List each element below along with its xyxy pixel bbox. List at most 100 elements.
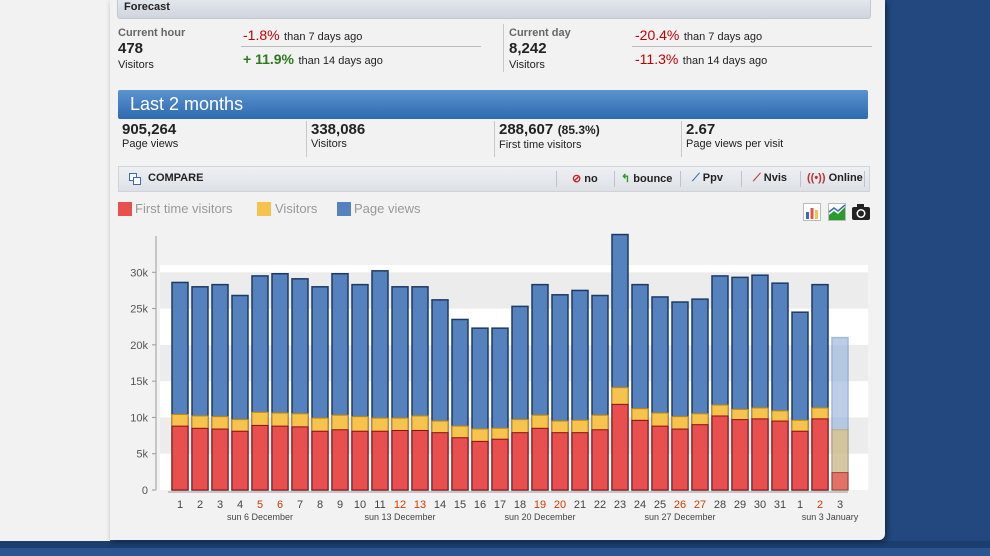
y-tick-label: 20k (130, 340, 148, 352)
legend-first-time[interactable]: First time visitors (135, 201, 233, 216)
legend-page-views[interactable]: Page views (354, 201, 421, 216)
online-label: Online (828, 172, 863, 184)
x-tick-label: 1 (177, 499, 183, 511)
current-hour-unit: Visitors (118, 59, 154, 71)
x-tick-label: 18 (514, 499, 526, 511)
first-time-bar (711, 415, 729, 491)
ppv-icon: ⟋ (692, 172, 700, 184)
x-tick-label: 21 (574, 499, 586, 511)
x-tick-label: 31 (774, 499, 786, 511)
first-time-bar (531, 427, 549, 491)
hour-pct-7: -1.8% (243, 27, 280, 43)
stat-visitors: 338,086 Visitors (311, 121, 365, 157)
first-time-bar (271, 425, 289, 491)
camera-icon[interactable] (851, 203, 871, 221)
no-button[interactable]: ⊘ no (572, 172, 598, 185)
week-label: sun 3 January (802, 512, 859, 522)
first-time-bar (751, 418, 769, 491)
hour-compare-14: + 11.9% than 14 days ago (243, 51, 383, 69)
day-text-7: than 7 days ago (683, 31, 763, 43)
first-time-bar (671, 428, 689, 491)
bounce-button[interactable]: ↰ bounce (621, 172, 672, 185)
x-tick-label: 22 (594, 499, 606, 511)
toolbar-sep (800, 171, 801, 187)
first-time-bar (831, 472, 849, 491)
day-text-14: than 14 days ago (682, 55, 768, 67)
left-sidebar (0, 0, 110, 556)
bounce-label: bounce (633, 173, 673, 185)
x-tick-label: 25 (654, 499, 666, 511)
first-time-bar (571, 432, 589, 491)
y-tick-label: 25k (130, 304, 148, 316)
hour-divider (241, 46, 481, 47)
first-time-bar (391, 429, 409, 491)
stats-panel: Forecast Current hour 478 Visitors -1.8%… (110, 0, 885, 540)
legend-swatch-visitors (257, 202, 271, 216)
first-time-bar (311, 430, 329, 491)
stat-extra: (85.3%) (557, 123, 600, 137)
bounce-icon: ↰ (621, 173, 631, 185)
first-time-bar (291, 426, 309, 491)
first-time-bar (731, 419, 749, 491)
y-tick-label: 5k (136, 449, 148, 461)
stat-value: 288,607 (499, 121, 554, 138)
x-tick-label: 19 (534, 499, 546, 511)
first-time-bar (611, 403, 629, 491)
first-time-bar (331, 429, 349, 491)
day-compare-7: -20.4% than 7 days ago (635, 27, 762, 45)
first-time-bar (231, 430, 249, 491)
x-tick-label: 3 (217, 499, 223, 511)
x-tick-label: 2 (817, 499, 823, 511)
period-banner: Last 2 months (118, 90, 868, 119)
current-hour-label: Current hour (118, 27, 186, 39)
first-time-bar (431, 432, 449, 491)
x-tick-label: 20 (554, 499, 566, 511)
stat-value: 338,086 (311, 121, 366, 138)
x-tick-label: 10 (354, 499, 366, 511)
x-tick-label: 28 (714, 499, 726, 511)
stat-first-time: 288,607 (85.3%) First time visitors (499, 121, 600, 157)
stat-page-views: 905,264 Page views (122, 121, 178, 157)
first-time-bar (491, 438, 509, 491)
x-tick-label: 11 (374, 499, 385, 511)
compare-toolbar: COMPARE ⊘ no ↰ bounce ⟋ Ppv ⟋ Nvis ((•))… (118, 166, 870, 192)
x-tick-label: 7 (297, 499, 303, 511)
legend-visitors[interactable]: Visitors (275, 201, 318, 216)
x-tick-label: 27 (694, 499, 706, 511)
legend-swatch-page-views (337, 202, 351, 216)
stat-value: 2.67 (686, 121, 716, 138)
first-time-bar (511, 432, 529, 491)
nvis-button[interactable]: ⟋ Nvis (753, 172, 787, 185)
compare-icon (129, 173, 141, 185)
stat-separator (494, 121, 495, 157)
toolbar-sep (864, 171, 865, 187)
first-time-bar (651, 425, 669, 491)
x-tick-label: 5 (257, 499, 263, 511)
x-tick-label: 26 (674, 499, 686, 511)
current-day-value: 8,242 (509, 40, 547, 57)
line-chart-icon[interactable] (828, 203, 846, 221)
day-compare-14: -11.3% than 14 days ago (635, 51, 767, 69)
first-time-bar (251, 424, 269, 491)
forecast-title: Forecast (124, 1, 170, 13)
online-button[interactable]: ((•)) Online (807, 172, 863, 184)
x-tick-label: 2 (197, 499, 203, 511)
x-tick-label: 9 (337, 499, 343, 511)
first-time-bar (451, 437, 469, 491)
x-tick-label: 24 (634, 499, 646, 511)
bar-chart-icon[interactable] (803, 203, 821, 221)
x-tick-label: 1 (797, 499, 803, 511)
x-tick-label: 13 (414, 499, 426, 511)
first-time-bar (191, 427, 209, 491)
y-tick-label: 0 (142, 485, 148, 497)
x-tick-label: 12 (394, 499, 406, 511)
no-label: no (584, 173, 598, 185)
x-tick-label: 29 (734, 499, 746, 511)
first-time-bar (631, 419, 649, 491)
hour-text-7: than 7 days ago (284, 31, 363, 43)
current-hour-value: 478 (118, 40, 144, 57)
ppv-button[interactable]: ⟋ Ppv (692, 172, 723, 185)
current-day-label: Current day (509, 27, 571, 39)
toolbar-sep (680, 171, 681, 187)
compare-button[interactable]: COMPARE (148, 172, 204, 184)
